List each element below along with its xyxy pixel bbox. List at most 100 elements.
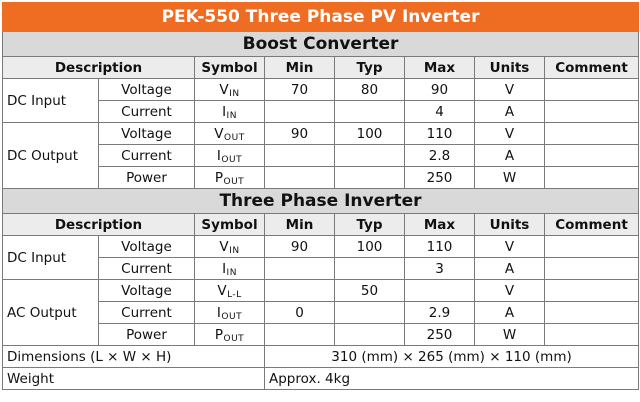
comment-cell [543, 323, 640, 346]
dimensions-label: Dimensions (L × W × H) [2, 345, 265, 368]
table-title: PEK-550 Three Phase PV Inverter [1, 2, 640, 32]
table-row: Current IOUT 2.8 A [3, 144, 640, 167]
table-row: DC Input Voltage VIN 90 100 110 V [2, 235, 640, 280]
symbol-cell: IOUT [194, 144, 265, 167]
units-cell: A [474, 100, 545, 123]
min-cell [264, 323, 335, 346]
group-label: DC Output [2, 122, 99, 189]
min-cell [264, 144, 335, 167]
symbol-cell: VIN [194, 235, 265, 258]
table-row: Power POUT 250 W [3, 323, 640, 346]
table-row: AC Output Voltage VL-L 50 V [2, 279, 640, 346]
col-header-description: Description [2, 213, 195, 236]
col-header-typ: Typ [334, 56, 405, 79]
symbol-cell: VL-L [194, 279, 265, 302]
typ-cell [334, 166, 405, 189]
comment-cell [543, 166, 640, 189]
max-cell: 90 [404, 78, 475, 101]
col-header-symbol: Symbol [194, 213, 265, 236]
max-cell: 2.9 [404, 301, 475, 324]
param-label: Voltage [98, 235, 195, 258]
symbol-cell: POUT [194, 166, 265, 189]
comment-cell [543, 100, 640, 123]
typ-cell: 100 [334, 235, 405, 258]
group-label: DC Input [2, 78, 99, 123]
section-title-inverter: Three Phase Inverter [1, 188, 640, 214]
symbol-cell: VIN [194, 78, 265, 101]
symbol-cell: IIN [194, 100, 265, 123]
min-cell: 0 [264, 301, 335, 324]
typ-cell: 50 [334, 279, 405, 302]
param-label: Voltage [98, 78, 195, 101]
group-label: AC Output [2, 279, 99, 346]
col-header-comment: Comment [543, 56, 640, 79]
section-row-boost: Boost Converter [1, 31, 640, 57]
units-cell: A [474, 144, 545, 167]
units-cell: A [474, 301, 545, 324]
units-cell: V [474, 122, 545, 145]
comment-cell [543, 235, 640, 258]
param-label: Current [98, 301, 195, 324]
typ-cell [334, 301, 405, 324]
min-cell: 70 [264, 78, 335, 101]
typ-cell [334, 100, 405, 123]
units-cell: V [474, 279, 545, 302]
max-cell: 250 [404, 166, 475, 189]
max-cell: 110 [404, 122, 475, 145]
param-label: Current [98, 257, 195, 280]
comment-cell [543, 257, 640, 280]
typ-cell [334, 323, 405, 346]
dimensions-value: 310 (mm) × 265 (mm) × 110 (mm) [263, 345, 640, 368]
spec-table: PEK-550 Three Phase PV Inverter Boost Co… [1, 2, 640, 390]
col-header-typ: Typ [334, 213, 405, 236]
symbol-cell: POUT [194, 323, 265, 346]
table-row: Power POUT 250 W [3, 166, 640, 189]
col-header-description: Description [2, 56, 195, 79]
header-row-boost: Description Symbol Min Typ Max Units Com… [2, 56, 640, 79]
param-label: Power [98, 323, 195, 346]
col-header-units: Units [474, 56, 545, 79]
table-row: Current IIN 4 A [3, 100, 640, 123]
max-cell [404, 279, 475, 302]
param-label: Voltage [98, 279, 195, 302]
symbol-cell: VOUT [194, 122, 265, 145]
min-cell [264, 279, 335, 302]
comment-cell [543, 122, 640, 145]
min-cell [264, 100, 335, 123]
param-label: Voltage [98, 122, 195, 145]
group-label: DC Input [2, 235, 99, 280]
typ-cell: 100 [334, 122, 405, 145]
col-header-min: Min [264, 56, 335, 79]
param-label: Current [98, 144, 195, 167]
comment-cell [543, 279, 640, 302]
table-row: Current IIN 3 A [3, 257, 640, 280]
weight-row: Weight Approx. 4kg [2, 367, 640, 390]
comment-cell [543, 301, 640, 324]
table-row: DC Input Voltage VIN 70 80 90 V [2, 78, 640, 123]
units-cell: V [474, 78, 545, 101]
col-header-max: Max [404, 213, 475, 236]
min-cell: 90 [264, 122, 335, 145]
units-cell: V [474, 235, 545, 258]
min-cell: 90 [264, 235, 335, 258]
typ-cell: 80 [334, 78, 405, 101]
max-cell: 3 [404, 257, 475, 280]
min-cell [264, 257, 335, 280]
max-cell: 4 [404, 100, 475, 123]
units-cell: W [474, 323, 545, 346]
max-cell: 2.8 [404, 144, 475, 167]
weight-value: Approx. 4kg [263, 367, 640, 390]
col-header-symbol: Symbol [194, 56, 265, 79]
param-label: Current [98, 100, 195, 123]
table-row: Current IOUT 0 2.9 A [3, 301, 640, 324]
units-cell: W [474, 166, 545, 189]
comment-cell [543, 144, 640, 167]
col-header-max: Max [404, 56, 475, 79]
section-title-boost: Boost Converter [1, 31, 640, 57]
col-header-units: Units [474, 213, 545, 236]
comment-cell [543, 78, 640, 101]
section-row-inverter: Three Phase Inverter [1, 188, 640, 214]
units-cell: A [474, 257, 545, 280]
col-header-min: Min [264, 213, 335, 236]
